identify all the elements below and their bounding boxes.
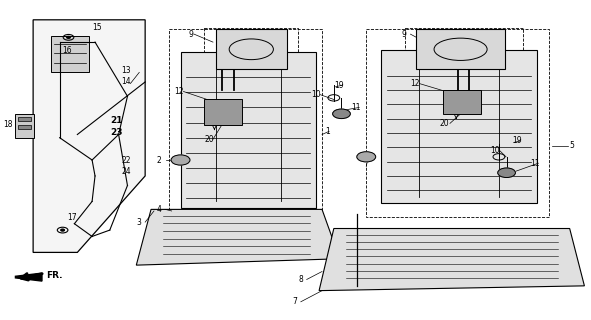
Text: 13: 13 <box>122 66 131 75</box>
Text: 10: 10 <box>311 90 321 99</box>
Text: 8: 8 <box>298 275 303 284</box>
Text: 17: 17 <box>67 213 76 222</box>
Bar <box>51 36 89 72</box>
Polygon shape <box>15 273 42 281</box>
Text: FR.: FR. <box>46 271 63 280</box>
Circle shape <box>61 229 64 231</box>
Polygon shape <box>417 29 505 69</box>
Bar <box>18 125 31 129</box>
Text: 22: 22 <box>122 156 131 164</box>
Text: 9: 9 <box>402 30 407 39</box>
Text: 15: 15 <box>92 23 102 32</box>
Circle shape <box>498 168 515 178</box>
Polygon shape <box>180 52 316 208</box>
Text: 6: 6 <box>361 154 365 163</box>
Text: 2: 2 <box>157 156 162 164</box>
Text: 19: 19 <box>334 81 343 90</box>
Polygon shape <box>137 209 340 265</box>
Text: 11: 11 <box>352 103 361 112</box>
Circle shape <box>171 155 190 165</box>
Bar <box>15 114 34 138</box>
Bar <box>204 100 242 125</box>
Text: 5: 5 <box>570 141 574 150</box>
Text: 16: 16 <box>63 45 72 55</box>
Text: 14: 14 <box>122 77 131 86</box>
Text: 9: 9 <box>188 30 193 39</box>
Text: 12: 12 <box>174 87 184 96</box>
Text: 10: 10 <box>490 146 500 155</box>
Text: 18: 18 <box>4 120 13 130</box>
Polygon shape <box>33 20 145 252</box>
Text: 12: 12 <box>411 79 420 88</box>
Polygon shape <box>319 228 584 291</box>
Circle shape <box>67 36 70 38</box>
Text: 11: 11 <box>530 159 540 168</box>
Text: 19: 19 <box>512 136 522 145</box>
Text: 20: 20 <box>204 135 214 144</box>
Text: 23: 23 <box>110 128 122 137</box>
Text: 3: 3 <box>137 218 141 227</box>
Text: 4: 4 <box>157 205 162 214</box>
Text: 20: 20 <box>440 119 450 128</box>
Text: 1: 1 <box>325 127 330 136</box>
Text: 21: 21 <box>110 116 122 125</box>
Text: 7: 7 <box>293 297 297 306</box>
Polygon shape <box>216 29 287 69</box>
Text: 24: 24 <box>122 167 131 176</box>
Circle shape <box>357 152 376 162</box>
Circle shape <box>333 109 350 119</box>
Bar <box>443 90 481 114</box>
Bar <box>18 117 31 121</box>
Polygon shape <box>381 50 537 203</box>
